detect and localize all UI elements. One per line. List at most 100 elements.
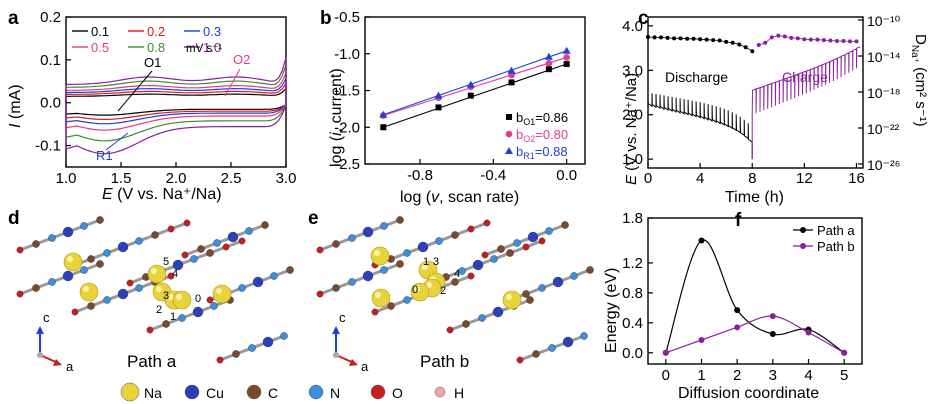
atom-O bbox=[483, 219, 491, 227]
point-O2 bbox=[563, 54, 570, 61]
y-tick-label-a: 0.2 bbox=[40, 9, 61, 26]
point-R1 bbox=[379, 110, 388, 118]
atom-Cu bbox=[562, 336, 574, 348]
atom-O bbox=[146, 326, 154, 334]
atom-legend-o-label: O bbox=[392, 385, 403, 401]
energy-curve-path-a bbox=[665, 239, 845, 354]
legend-a: 0.1 0.2 0.3 0.5 0.8 1.0 bbox=[72, 24, 221, 55]
na-highlight bbox=[422, 264, 428, 270]
atom-C bbox=[32, 240, 40, 248]
atom-O bbox=[206, 296, 214, 304]
y-tick-label-b: -0.5 bbox=[334, 9, 360, 26]
diffusion-points bbox=[646, 33, 859, 54]
atom-legend-na-label: Na bbox=[144, 385, 162, 401]
legend-label-O1: bO1=0.86 bbox=[516, 110, 568, 127]
atom-N bbox=[48, 278, 56, 286]
x-tick-label-f: 3 bbox=[769, 367, 777, 384]
atom-O bbox=[522, 243, 530, 251]
fit-line-R1 bbox=[383, 50, 567, 116]
x-tick-label-f: 0 bbox=[662, 367, 670, 384]
atom-N bbox=[248, 344, 256, 352]
atom-C bbox=[561, 221, 569, 229]
path-labels-e: 1 3 4 0 2 bbox=[412, 256, 460, 297]
atom-C bbox=[232, 350, 240, 358]
sodium-atoms-d bbox=[63, 252, 232, 310]
atom-O bbox=[238, 237, 246, 245]
fit-lines-b bbox=[383, 50, 567, 128]
atom-O bbox=[167, 272, 175, 280]
diffusion-point-charge bbox=[782, 34, 787, 39]
atom-legend-o-marker bbox=[370, 384, 386, 400]
y-tick-label-a: -0.1 bbox=[35, 138, 61, 155]
x-tick-label-c: 16 bbox=[848, 170, 865, 187]
y2-tick-label-c: 10⁻¹⁰ bbox=[867, 13, 901, 29]
atom-N bbox=[478, 314, 486, 322]
atom-O bbox=[446, 326, 454, 334]
axis-ticks-f: 0 1 2 3 4 5 0.0 0.4 0.8 1.2 1.8 bbox=[622, 210, 848, 384]
energy-point bbox=[769, 313, 776, 320]
svg-text:a: a bbox=[361, 359, 369, 374]
atom-O bbox=[16, 246, 24, 254]
legend-label-0.8: 0.8 bbox=[147, 40, 165, 55]
atom-O bbox=[316, 290, 324, 298]
atom-C bbox=[286, 266, 294, 274]
x-tick-label-b: -0.4 bbox=[480, 167, 506, 184]
na-highlight bbox=[375, 292, 381, 298]
panel-label-a: a bbox=[8, 8, 19, 29]
svg-text:5: 5 bbox=[163, 256, 169, 268]
structure-e: e 1 3 4 0 2 c a Path b bbox=[308, 208, 594, 374]
diffusion-point-discharge bbox=[652, 35, 657, 40]
atom-C bbox=[586, 266, 594, 274]
atom-C bbox=[197, 245, 205, 253]
point-O1 bbox=[467, 92, 474, 99]
data-points-b bbox=[379, 46, 571, 131]
x-tick-label-f: 5 bbox=[840, 367, 848, 384]
chain-0-bond bbox=[19, 218, 101, 252]
y-tick-label-c: 1.0 bbox=[622, 151, 643, 168]
chain-6-bond bbox=[184, 223, 266, 257]
atom-legend-c-label: C bbox=[268, 385, 278, 401]
legend-label-0.3: 0.3 bbox=[203, 24, 221, 39]
legend-label-f: Path b bbox=[817, 239, 855, 254]
energy-point bbox=[698, 337, 705, 344]
diffusion-point-charge bbox=[808, 37, 813, 42]
atom-N bbox=[380, 222, 388, 230]
atom-O bbox=[167, 225, 175, 233]
point-O1 bbox=[435, 104, 442, 111]
diffusion-point-discharge bbox=[704, 37, 709, 42]
diffusion-point-charge bbox=[769, 35, 774, 40]
diffusion-point-charge bbox=[841, 38, 846, 43]
y-axis-label-c: E (V vs. Na⁺/Na) bbox=[623, 73, 640, 185]
atom-N bbox=[538, 284, 546, 292]
atom-N bbox=[213, 239, 221, 247]
legend-unit: mV s⁻¹ bbox=[186, 43, 222, 55]
atom-N bbox=[348, 234, 356, 242]
na-atom bbox=[370, 246, 390, 266]
atom-O bbox=[16, 290, 24, 298]
atom-C bbox=[396, 216, 404, 224]
y-tick-label-a: 0.0 bbox=[40, 95, 61, 112]
pointer-o1 bbox=[117, 70, 153, 112]
y-tick-label-f: 0.8 bbox=[622, 285, 643, 302]
x-tick-label-a: 1.0 bbox=[56, 170, 77, 187]
energy-point bbox=[662, 349, 669, 356]
fit-line-O2 bbox=[383, 56, 567, 117]
svg-text:1: 1 bbox=[423, 256, 429, 268]
legend-label-0.5: 0.5 bbox=[91, 40, 109, 55]
diffusion-point-discharge bbox=[724, 39, 729, 44]
svg-text:0: 0 bbox=[412, 284, 418, 296]
diffusion-point-discharge bbox=[737, 42, 742, 47]
x-tick-label-a: 3.0 bbox=[276, 170, 297, 187]
y-tick-label-a: 0.1 bbox=[40, 52, 61, 69]
annotation-o2: O2 bbox=[233, 52, 250, 67]
na-highlight bbox=[506, 294, 512, 300]
framework-chains-d bbox=[16, 216, 294, 364]
atom-Cu bbox=[227, 231, 239, 243]
na-highlight bbox=[426, 282, 432, 288]
atom-O bbox=[216, 356, 224, 364]
atom-C bbox=[96, 260, 104, 268]
atom-N bbox=[103, 296, 111, 304]
y-tick-label-c: 3.0 bbox=[622, 62, 643, 79]
atom-N bbox=[210, 302, 218, 310]
